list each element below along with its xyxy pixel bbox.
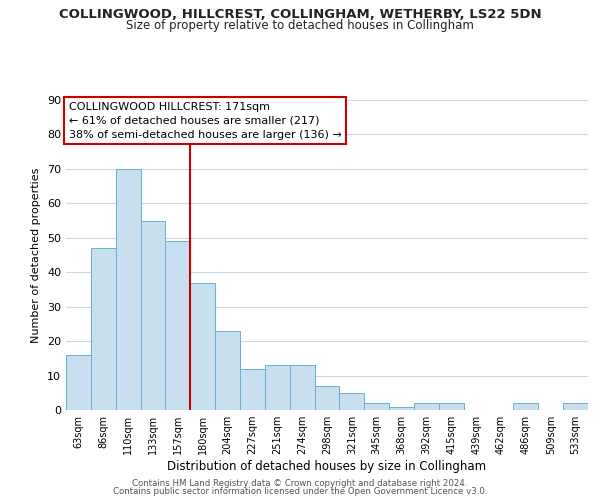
Bar (563, 403, 588, 410)
Bar (91, 248, 116, 410)
X-axis label: Distribution of detached houses by size in Collingham: Distribution of detached houses by size … (167, 460, 487, 473)
Y-axis label: Number of detached properties: Number of detached properties (31, 168, 41, 342)
Text: COLLINGWOOD, HILLCREST, COLLINGHAM, WETHERBY, LS22 5DN: COLLINGWOOD, HILLCREST, COLLINGHAM, WETH… (59, 8, 541, 20)
Bar (215, 331, 240, 410)
Bar (190, 282, 215, 410)
Bar (166, 241, 190, 410)
Bar (66, 355, 91, 410)
Text: Contains public sector information licensed under the Open Government Licence v3: Contains public sector information licen… (113, 487, 487, 496)
Bar (340, 393, 364, 410)
Text: Contains HM Land Registry data © Crown copyright and database right 2024.: Contains HM Land Registry data © Crown c… (132, 478, 468, 488)
Text: COLLINGWOOD HILLCREST: 171sqm
← 61% of detached houses are smaller (217)
38% of : COLLINGWOOD HILLCREST: 171sqm ← 61% of d… (68, 102, 341, 140)
Bar (389, 406, 414, 410)
Bar (364, 403, 389, 410)
Bar (265, 365, 290, 410)
Bar (140, 220, 166, 410)
Bar (116, 169, 140, 410)
Bar (240, 368, 265, 410)
Bar (439, 403, 464, 410)
Bar (414, 403, 439, 410)
Bar (290, 365, 314, 410)
Bar (514, 403, 538, 410)
Text: Size of property relative to detached houses in Collingham: Size of property relative to detached ho… (126, 19, 474, 32)
Bar (314, 386, 340, 410)
